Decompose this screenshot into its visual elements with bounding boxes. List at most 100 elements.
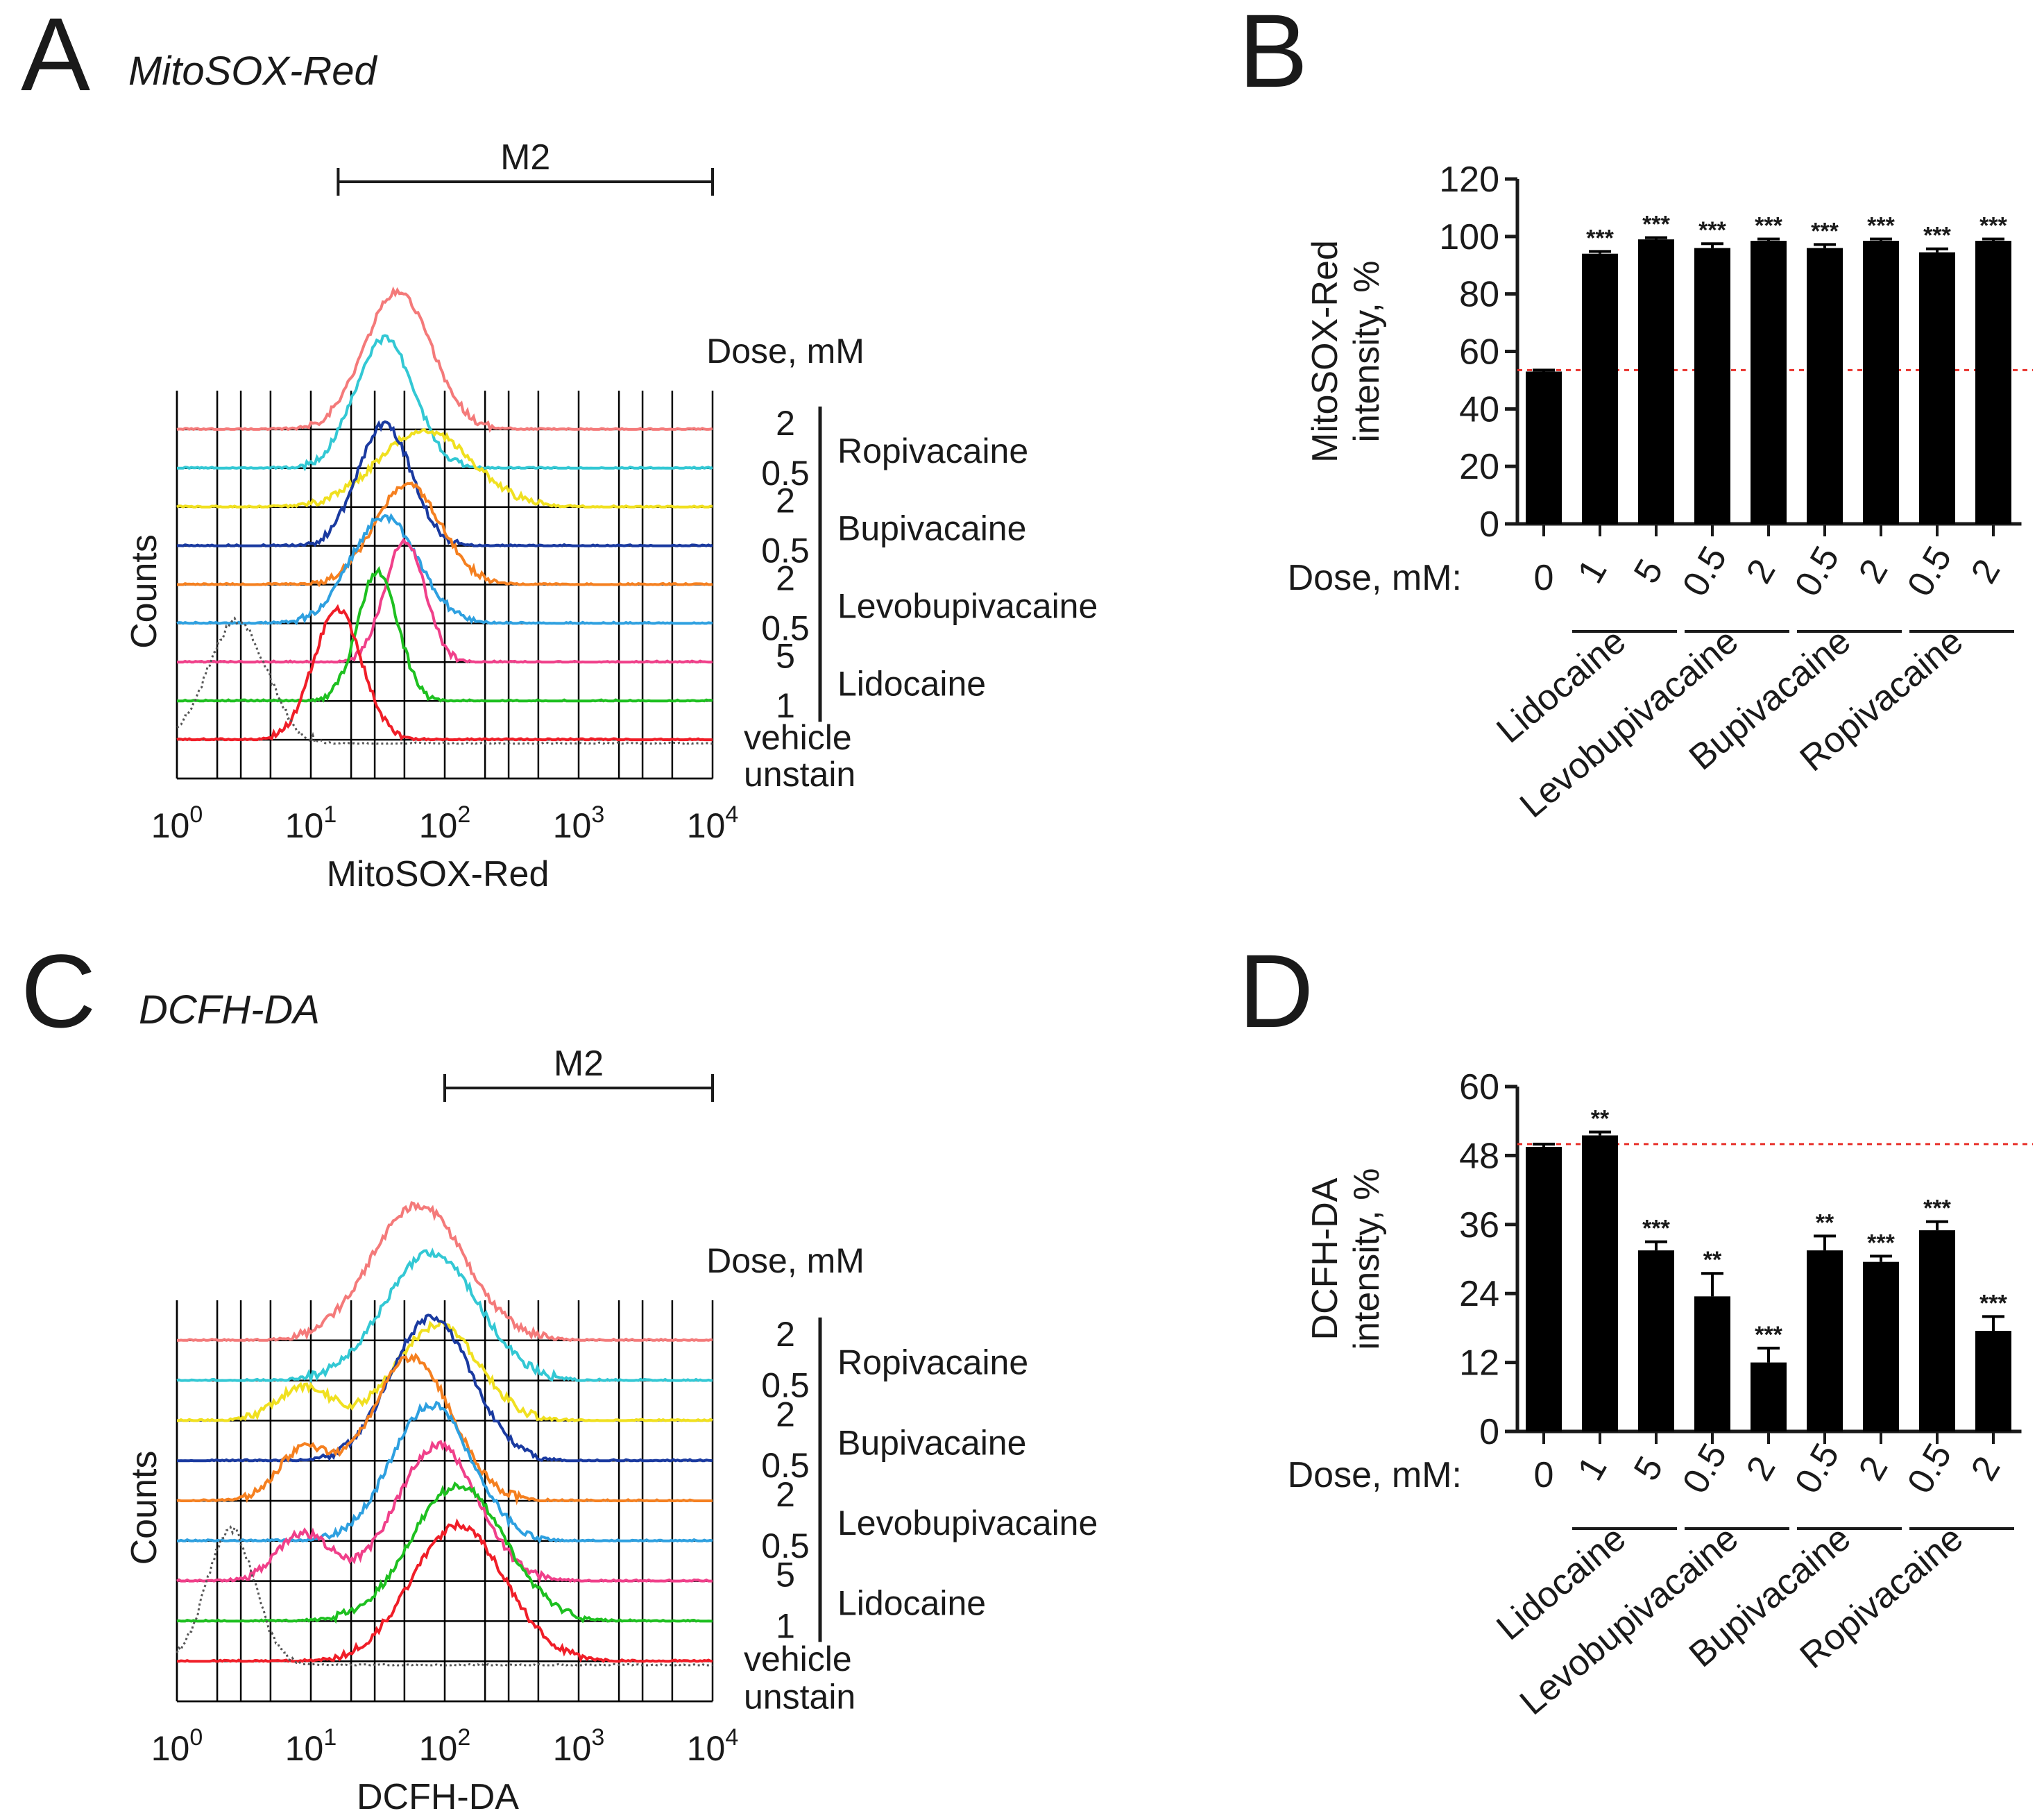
x-tick-label: 101 [285,801,337,845]
histogram-trace [176,1525,713,1667]
y-tick-label: 36 [1459,1205,1499,1245]
x-axis-label: DCFH-DA [357,1777,519,1817]
y-tick-label: 100 [1439,217,1499,257]
significance-marker: *** [1979,213,2007,239]
significance-marker: *** [1923,223,1951,249]
bar [1807,1250,1843,1431]
bottom-label: vehicle [744,1640,852,1678]
group-label: Levobupivacaine [837,1504,1098,1542]
histogram-trace [176,1439,713,1583]
dose-label: 2 [1964,552,2009,590]
x-tick-base: 10 [553,1729,592,1768]
y-axis-label: Counts [124,534,164,649]
dose-label: 5 [1626,552,1671,590]
x-tick-exponent: 3 [591,1724,604,1751]
bar [1751,1362,1787,1431]
histogram-trace [177,481,713,588]
gate-label: M2 [500,137,550,178]
histogram-trace [176,604,713,742]
dose-label: 2 [1739,1449,1784,1487]
bar [1751,241,1787,524]
bottom-label: unstain [744,1677,855,1716]
x-tick-exponent: 0 [189,1724,203,1751]
dose-label: 2 [1851,552,1896,590]
x-tick-base: 10 [553,806,592,845]
bar [1919,1230,1955,1431]
histogram-trace [176,1248,713,1385]
dose-value: 2 [776,404,795,443]
dose-axis-label: Dose, mM: [1288,558,1462,598]
group-label: Bupivacaine [837,1423,1026,1462]
dose-label: 0.5 [1900,540,1959,604]
significance-marker: *** [1642,1216,1670,1242]
dose-label: 0.5 [1787,1437,1847,1501]
y-axis-label-line2: intensity, % [1347,1168,1387,1350]
y-tick-label: 20 [1459,447,1499,487]
bottom-label: vehicle [744,718,852,757]
x-tick-base: 10 [687,1729,726,1768]
y-axis-label-line1: MitoSOX-Red [1305,240,1345,463]
dose-value: 2 [776,482,795,520]
bar [1526,1146,1562,1431]
dose-label: 0.5 [1675,540,1735,604]
histogram-trace [177,1313,713,1463]
x-tick-base: 10 [151,1729,190,1768]
histogram-trace [177,334,713,472]
x-tick-exponent: 2 [457,801,470,828]
dose-label: 0.5 [1675,1437,1735,1501]
bar [1638,1250,1674,1431]
x-axis-label: MitoSOX-Red [327,854,550,894]
bar [1975,1331,2011,1431]
significance-marker: *** [1755,213,1782,239]
bar [1694,1296,1730,1431]
x-tick-label: 104 [687,801,739,845]
dose-value: 0.5 [761,531,810,570]
x-tick-label: 102 [419,801,471,845]
panel-label-c: C [21,933,96,1049]
group-label: Lidocaine [837,1584,986,1623]
bar [1863,1261,1899,1431]
bar [1807,248,1843,524]
dose-label: 1 [1570,1449,1615,1487]
histogram-trace [177,565,713,703]
y-axis-label: Counts [124,1451,164,1565]
histogram-trace [177,1200,713,1343]
significance-marker: *** [1923,1196,1951,1222]
x-tick-base: 10 [285,806,324,845]
bottom-label: unstain [744,755,855,794]
significance-marker: *** [1811,218,1839,244]
histogram-trace [177,1400,713,1544]
group-label: Ropivacaine [837,432,1028,470]
panel-label-b: B [1238,0,1308,109]
dose-value: 0.5 [761,1526,810,1565]
gate-label: M2 [554,1044,604,1084]
histogram-trace [176,537,713,664]
x-tick-base: 10 [419,1729,458,1768]
y-axis-label-line2: intensity, % [1347,260,1387,442]
dose-label: 0.5 [1900,1437,1959,1501]
dose-value: 2 [776,1395,795,1434]
significance-marker: ** [1591,1105,1610,1132]
x-tick-exponent: 1 [323,801,337,828]
histogram-trace [176,1352,713,1506]
bar [1582,253,1618,524]
significance-marker: *** [1642,211,1670,237]
histogram-trace [176,1481,713,1624]
dose-header: Dose, mM [706,332,865,371]
dose-value: 0.5 [761,609,810,647]
significance-marker: *** [1698,217,1726,244]
bar [1526,371,1562,524]
dose-label: 2 [1964,1449,2009,1487]
bar [1919,252,1955,524]
y-tick-label: 0 [1479,504,1499,545]
x-tick-label: 103 [553,801,605,845]
x-tick-label: 100 [151,1724,203,1768]
dose-label: 1 [1570,552,1615,590]
dose-value: 1 [776,686,795,725]
dose-label: 2 [1739,552,1784,590]
significance-marker: *** [1586,225,1614,251]
histogram-trace [176,1518,713,1663]
significance-marker: ** [1816,1209,1834,1236]
x-tick-exponent: 0 [189,801,203,828]
group-label: Lidocaine [837,664,986,703]
